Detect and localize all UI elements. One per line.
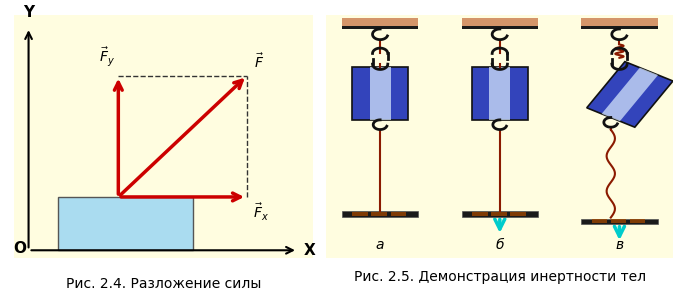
Text: б: б [496,238,504,252]
Text: а: а [376,238,384,252]
Bar [342,26,418,29]
Text: O: O [13,241,26,256]
Bar [491,212,507,216]
Text: Y: Y [23,5,34,20]
Bar [472,212,488,216]
Text: $\vec{F}_y$: $\vec{F}_y$ [99,45,116,68]
Bar [58,197,193,250]
Bar [489,67,511,120]
Bar [352,67,408,120]
Text: $\vec{F}_x$: $\vec{F}_x$ [253,202,269,223]
Polygon shape [587,62,673,127]
Bar [462,26,538,29]
Bar [472,67,528,120]
Text: в: в [615,238,624,252]
Text: Рис. 2.4. Разложение силы: Рис. 2.4. Разложение силы [65,277,261,291]
Bar [581,218,658,224]
Bar [592,219,607,223]
Bar [510,212,526,216]
Bar [462,18,538,26]
Text: Рис. 2.5. Демонстрация инертности тел: Рис. 2.5. Демонстрация инертности тел [354,270,646,284]
Bar [581,18,658,26]
Bar [462,211,538,217]
Bar [352,212,368,216]
Bar [581,26,658,29]
Bar [342,18,418,26]
Bar [390,212,406,216]
Bar [611,219,626,223]
Text: $\vec{F}$: $\vec{F}$ [254,52,265,71]
Bar [342,211,418,217]
Bar [630,219,645,223]
Bar [370,67,391,120]
Text: X: X [304,243,316,258]
Bar [371,212,387,216]
Polygon shape [602,68,658,121]
